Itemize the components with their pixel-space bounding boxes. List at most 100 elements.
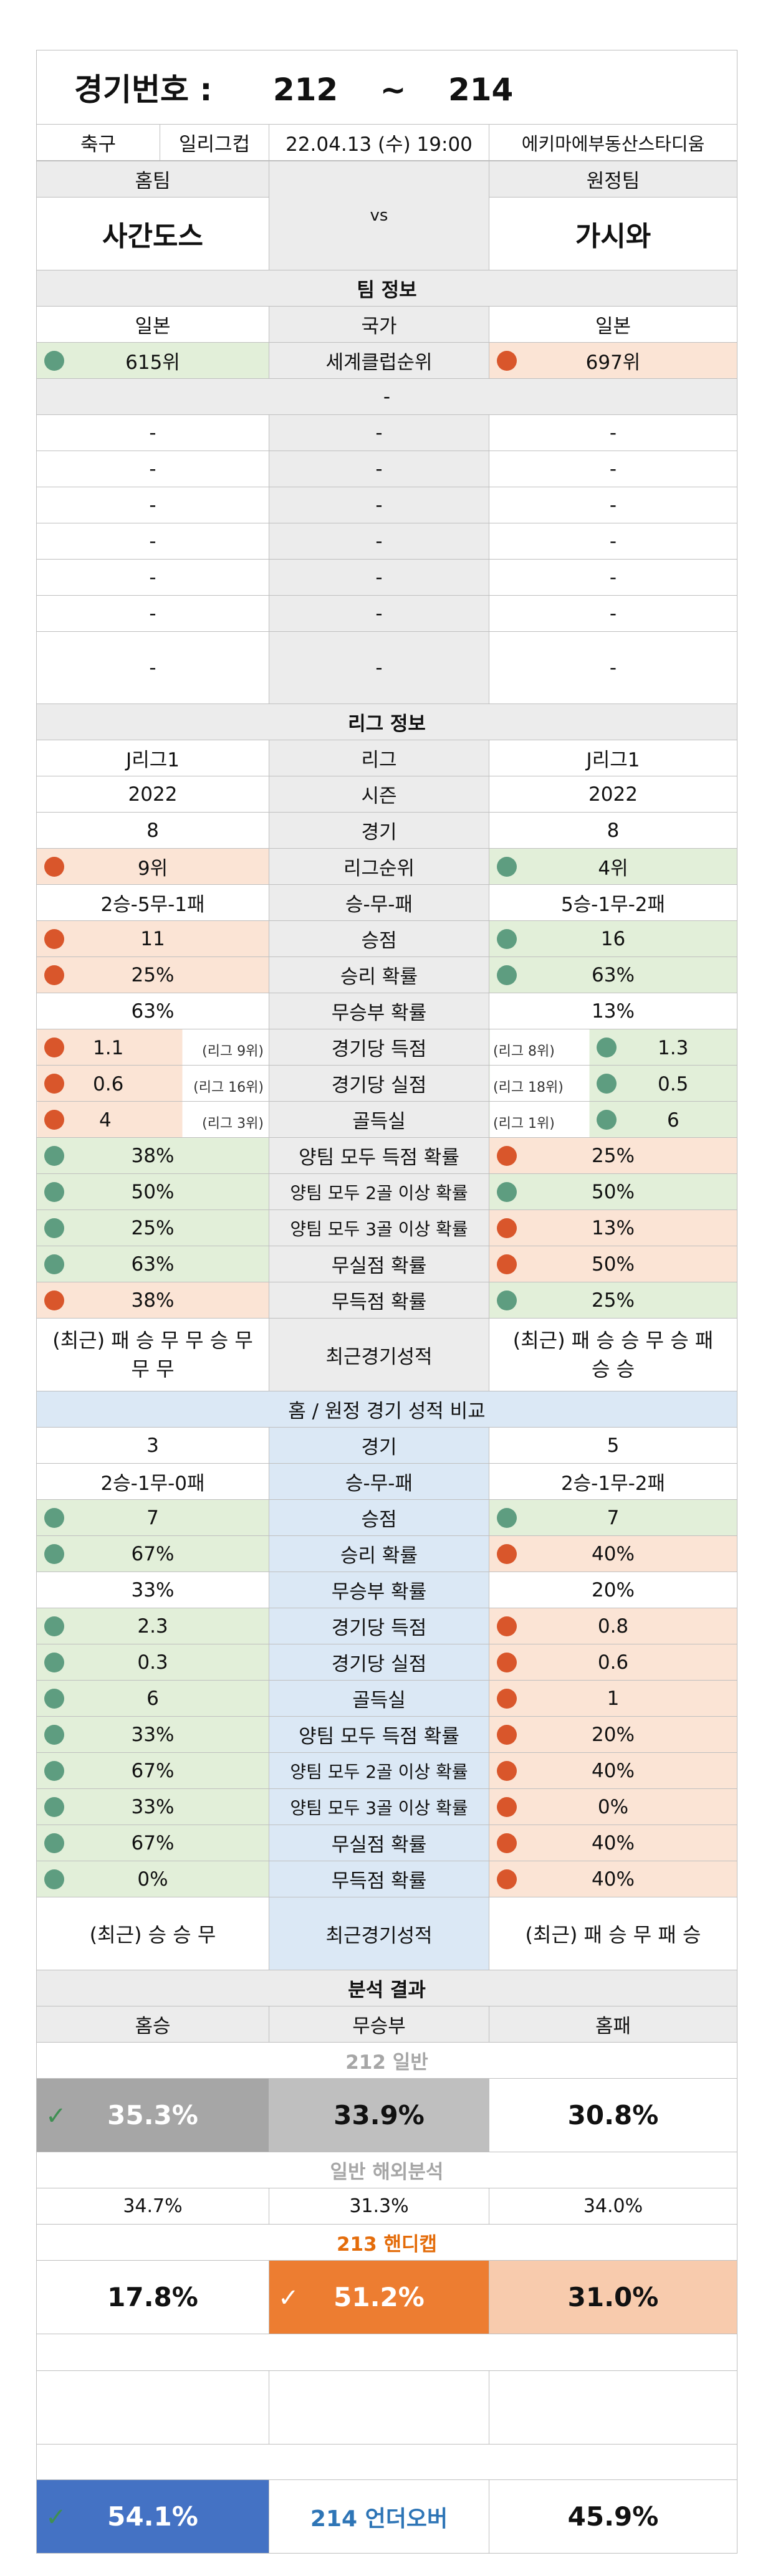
home-points: 7 (36, 1499, 269, 1536)
club-rank-label: 세계클럽순위 (269, 342, 489, 379)
col-draw: 무승부 (269, 2006, 489, 2043)
empty-cell: - (269, 487, 489, 523)
empty-cell: - (489, 523, 737, 560)
home-no-score: 0% (36, 1861, 269, 1897)
away-both-2plus: 40% (489, 1752, 737, 1789)
green-circle-icon (497, 965, 517, 985)
match-number-sep: ~ (380, 72, 406, 108)
handicap-home-lose: 31.0% (489, 2260, 737, 2334)
away-goals-per-game: (리그 8위) 1.3 (489, 1029, 737, 1066)
green-circle-icon (597, 1109, 617, 1130)
stat-label: 경기당 득점 (269, 1029, 489, 1066)
away-points: 16 (489, 920, 737, 957)
match-number-to: 214 (448, 72, 514, 108)
green-circle-icon (44, 1869, 64, 1889)
home-draw-prob: 33% (36, 1572, 269, 1608)
spacer-row (36, 2444, 737, 2480)
header-row: 경기번호 : 212 ~ 214 (36, 50, 738, 125)
empty-cell: - (36, 414, 269, 451)
red-circle-icon (497, 1796, 517, 1817)
away-goals-per-game: 0.8 (489, 1608, 737, 1644)
handicap-home-win: 17.8% (36, 2260, 269, 2334)
empty-cell: - (36, 451, 269, 487)
green-circle-icon (44, 1254, 64, 1274)
checkmark-icon: ✓ (46, 2101, 67, 2130)
away-league: J리그1 (489, 740, 737, 776)
country-label: 국가 (269, 306, 489, 343)
sport: 축구 (36, 124, 160, 161)
venue: 에키마에부동산스타디움 (488, 124, 738, 161)
away-both-3plus: 0% (489, 1788, 737, 1825)
away-club-rank: 697위 (489, 342, 737, 379)
red-circle-icon (44, 965, 64, 985)
home-goals-per-game: 2.3 (36, 1608, 269, 1644)
underover-title: 214 언더오버 (269, 2479, 489, 2554)
overseas-home-lose: 34.0% (489, 2188, 737, 2225)
away-recent-form: (최근) 패 승 승 무 승 패 승 승 (489, 1318, 737, 1391)
empty-cell: - (269, 559, 489, 596)
stat-label: 양팀 모두 3골 이상 확률 (269, 1788, 489, 1825)
away-no-score: 40% (489, 1861, 737, 1897)
stat-label: 리그순위 (269, 848, 489, 885)
home-games: 3 (36, 1427, 269, 1464)
home-btts: 33% (36, 1716, 269, 1753)
away-games: 8 (489, 812, 737, 849)
away-team-name: 가시와 (489, 197, 737, 270)
red-circle-icon (44, 1037, 64, 1057)
stat-label: 골득실 (269, 1680, 489, 1717)
general-title: 212 일반 (36, 2042, 737, 2079)
home-both-3plus: 25% (36, 1209, 269, 1246)
stat-label: 경기당 득점 (269, 1608, 489, 1644)
home-goals-per-game: 1.1 (리그 9위) (36, 1029, 269, 1066)
home-goal-diff: 6 (36, 1680, 269, 1717)
spacer-cell (36, 2370, 269, 2445)
match-number-label: 경기번호 : (74, 72, 213, 108)
green-circle-icon (44, 1760, 64, 1781)
team-table: 홈팀 vs 원정팀 사간도스 가시와 팀 정보 일본 국가 일본 615위 세계… (36, 161, 737, 2554)
green-circle-icon (497, 1507, 517, 1528)
home-games: 8 (36, 812, 269, 849)
green-circle-icon (497, 928, 517, 949)
away-both-3plus: 13% (489, 1209, 737, 1246)
empty-cell: - (36, 595, 269, 632)
recent-form-label: 최근경기성적 (269, 1897, 489, 1970)
vs-label: vs (269, 161, 489, 270)
away-goal-diff: (리그 1위) 6 (489, 1101, 737, 1138)
green-circle-icon (44, 1616, 64, 1636)
home-club-rank: 615위 (36, 342, 269, 379)
home-record: 2승-5무-1패 (36, 884, 269, 921)
stat-label: 무득점 확률 (269, 1861, 489, 1897)
home-team-label: 홈팀 (36, 161, 269, 198)
empty-cell: - (269, 523, 489, 560)
stat-label: 양팀 모두 3골 이상 확률 (269, 1209, 489, 1246)
overseas-draw: 31.3% (269, 2188, 489, 2225)
spacer-row (36, 2334, 737, 2371)
away-conceded-per-game: 0.6 (489, 1644, 737, 1681)
checkmark-icon: ✓ (46, 2502, 67, 2532)
red-circle-icon (44, 928, 64, 949)
home-record: 2승-1무-0패 (36, 1463, 269, 1500)
stat-label: 골득실 (269, 1101, 489, 1138)
red-circle-icon (497, 1652, 517, 1672)
match-analysis-sheet: 경기번호 : 212 ~ 214 축구 일리그컵 22.04.13 (수) 19… (36, 50, 738, 2554)
away-goal-diff: 1 (489, 1680, 737, 1717)
overseas-title: 일반 해외분석 (36, 2152, 737, 2188)
empty-cell: - (489, 451, 737, 487)
empty-cell: - (36, 631, 269, 704)
red-circle-icon (497, 1724, 517, 1745)
home-both-2plus: 67% (36, 1752, 269, 1789)
general-home-win: ✓ 35.3% (36, 2078, 269, 2152)
league-name: 일리그컵 (160, 124, 269, 161)
green-circle-icon (497, 1181, 517, 1202)
stat-label: 무실점 확률 (269, 1246, 489, 1282)
red-circle-icon (497, 1616, 517, 1636)
home-both-3plus: 33% (36, 1788, 269, 1825)
red-circle-icon (497, 1833, 517, 1853)
green-circle-icon (497, 1290, 517, 1310)
empty-cell: - (489, 559, 737, 596)
green-circle-icon (44, 1181, 64, 1202)
home-draw-prob: 63% (36, 993, 269, 1029)
red-circle-icon (497, 1254, 517, 1274)
empty-cell: - (269, 414, 489, 451)
red-circle-icon (44, 1109, 64, 1130)
